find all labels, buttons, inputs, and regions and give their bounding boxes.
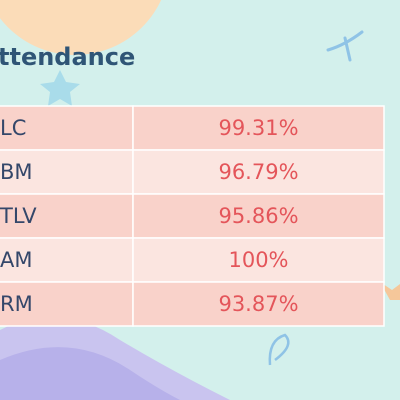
row-value: 96.79% — [218, 160, 298, 184]
cell — [0, 281, 134, 327]
cell — [132, 105, 385, 151]
cell — [132, 281, 385, 327]
star-decoration — [40, 70, 80, 106]
row-label: TLV — [0, 204, 37, 228]
cell — [0, 237, 134, 283]
row-value: 100% — [228, 248, 288, 272]
row-label: RM — [0, 292, 33, 316]
plane-decoration — [326, 30, 364, 62]
table: LC 99.31% BM 96.79% TLV 95.86% AM 100% RM 93.87% — [0, 105, 385, 327]
title: ttendance — [0, 43, 135, 71]
swirl-decoration — [268, 333, 290, 366]
sun-decoration — [0, 0, 162, 55]
star-decoration — [380, 282, 400, 300]
wave-decoration — [0, 347, 180, 400]
cell — [0, 193, 134, 239]
row-value: 93.87% — [218, 292, 298, 316]
cell — [0, 105, 134, 151]
row-value: 99.31% — [218, 116, 298, 140]
cell — [132, 193, 385, 239]
row-label: LC — [0, 116, 26, 140]
row-value: 95.86% — [218, 204, 298, 228]
cell — [132, 237, 385, 283]
row-label: AM — [0, 248, 32, 272]
row-label: BM — [0, 160, 33, 184]
